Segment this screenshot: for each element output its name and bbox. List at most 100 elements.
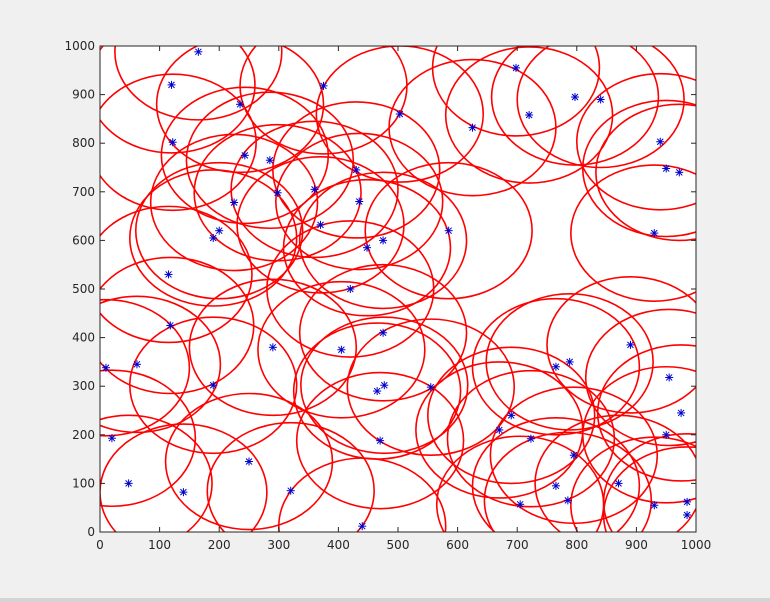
coverage-circle bbox=[446, 369, 616, 508]
coverage-circle bbox=[364, 161, 533, 300]
x-tick-label: 500 bbox=[387, 538, 410, 552]
coverage-circle bbox=[236, 156, 405, 294]
coverage-circle bbox=[516, 46, 685, 169]
coverage-circle bbox=[570, 164, 696, 302]
node-marker bbox=[626, 340, 635, 349]
node-marker bbox=[563, 496, 572, 505]
coverage-circle bbox=[596, 344, 696, 482]
coverage-circle bbox=[346, 318, 516, 457]
node-marker bbox=[395, 110, 404, 119]
node-marker bbox=[319, 81, 328, 90]
coverage-circle bbox=[471, 297, 641, 436]
y-tick-label: 500 bbox=[72, 282, 95, 296]
coverage-circle bbox=[100, 205, 253, 344]
plot-area bbox=[100, 46, 696, 532]
node-marker bbox=[380, 381, 389, 390]
x-axis: 0 100 200 300 400 500 600 700 800 900 1000 bbox=[96, 46, 711, 552]
node-marker bbox=[236, 100, 245, 109]
node-marker bbox=[526, 434, 535, 443]
coverage-circle bbox=[100, 298, 191, 437]
x-tick-label: 400 bbox=[327, 538, 350, 552]
coverage-circle bbox=[388, 58, 557, 197]
coverage-circle bbox=[100, 414, 213, 532]
coverage-circle bbox=[295, 371, 465, 510]
node-marker bbox=[614, 479, 623, 488]
node-marker bbox=[179, 488, 188, 497]
coverage-circle bbox=[188, 278, 358, 417]
node-marker bbox=[656, 137, 665, 146]
node-marker bbox=[273, 188, 282, 197]
coverage-circle bbox=[100, 295, 222, 434]
coverage-circle bbox=[581, 99, 696, 238]
coverage-circle bbox=[100, 73, 257, 212]
coverage-circle bbox=[602, 446, 696, 532]
y-tick-label: 300 bbox=[72, 379, 95, 393]
coverage-circle bbox=[100, 423, 268, 532]
node-marker bbox=[565, 357, 574, 366]
node-marker bbox=[677, 408, 686, 417]
coverage-circle bbox=[257, 280, 426, 419]
node-marker bbox=[665, 373, 674, 382]
y-tick-label: 600 bbox=[72, 233, 95, 247]
node-marker bbox=[426, 383, 435, 392]
node-marker bbox=[168, 138, 177, 147]
coverage-circle bbox=[584, 308, 696, 447]
node-marker bbox=[551, 481, 560, 490]
y-tick-label: 200 bbox=[72, 428, 95, 442]
y-tick-label: 100 bbox=[72, 476, 95, 490]
coverage-circle bbox=[272, 101, 441, 239]
node-marker bbox=[124, 479, 133, 488]
node-marker bbox=[650, 501, 659, 510]
coverage-circle bbox=[114, 46, 283, 121]
node-marker bbox=[376, 436, 385, 445]
node-marker bbox=[516, 500, 525, 509]
x-tick-label: 800 bbox=[565, 538, 588, 552]
coverage-circle bbox=[534, 414, 696, 532]
node-marker bbox=[551, 362, 560, 371]
node-marker bbox=[444, 226, 453, 235]
node-marker bbox=[507, 411, 516, 420]
node-marker bbox=[662, 164, 671, 173]
node-marker bbox=[164, 270, 173, 279]
coverage-circle bbox=[298, 263, 468, 402]
coverage-circle bbox=[581, 365, 696, 504]
coverage-circle bbox=[576, 72, 696, 211]
coverage-circle bbox=[100, 46, 256, 154]
coverage-circle bbox=[300, 316, 469, 455]
y-tick-label: 900 bbox=[72, 88, 95, 102]
node-marker bbox=[101, 363, 110, 372]
node-marker bbox=[240, 151, 249, 160]
x-tick-label: 200 bbox=[208, 538, 231, 552]
node-marker bbox=[379, 328, 388, 337]
coverage-circle bbox=[100, 369, 197, 508]
node-marker bbox=[358, 522, 367, 531]
coverage-circle bbox=[275, 132, 444, 271]
node-marker bbox=[683, 497, 692, 506]
node-marker bbox=[286, 486, 295, 495]
coverage-circle bbox=[129, 169, 298, 307]
coverage-circle bbox=[444, 46, 614, 184]
node-marker bbox=[373, 387, 382, 396]
coverage-circle bbox=[298, 171, 468, 310]
coverage-circle bbox=[164, 392, 334, 531]
node-marker bbox=[525, 111, 534, 120]
node-markers bbox=[101, 47, 692, 531]
coverage-circle bbox=[206, 421, 375, 532]
coverage-circle bbox=[266, 220, 435, 358]
node-marker bbox=[167, 80, 176, 89]
coverage-circle bbox=[230, 120, 399, 259]
x-tick-label: 600 bbox=[446, 538, 469, 552]
node-marker bbox=[468, 123, 477, 132]
coverage-circle bbox=[426, 346, 596, 485]
y-tick-label: 1000 bbox=[64, 39, 95, 53]
y-tick-label: 0 bbox=[87, 525, 95, 539]
coverage-circle bbox=[278, 457, 447, 532]
y-axis: 0 100 200 300 400 500 600 700 800 900 1000 bbox=[64, 39, 696, 539]
node-marker bbox=[346, 285, 355, 293]
node-marker bbox=[352, 165, 361, 174]
y-tick-label: 800 bbox=[72, 136, 95, 150]
node-marker bbox=[215, 226, 224, 235]
x-tick-label: 1000 bbox=[681, 538, 712, 552]
x-tick-label: 900 bbox=[625, 538, 648, 552]
